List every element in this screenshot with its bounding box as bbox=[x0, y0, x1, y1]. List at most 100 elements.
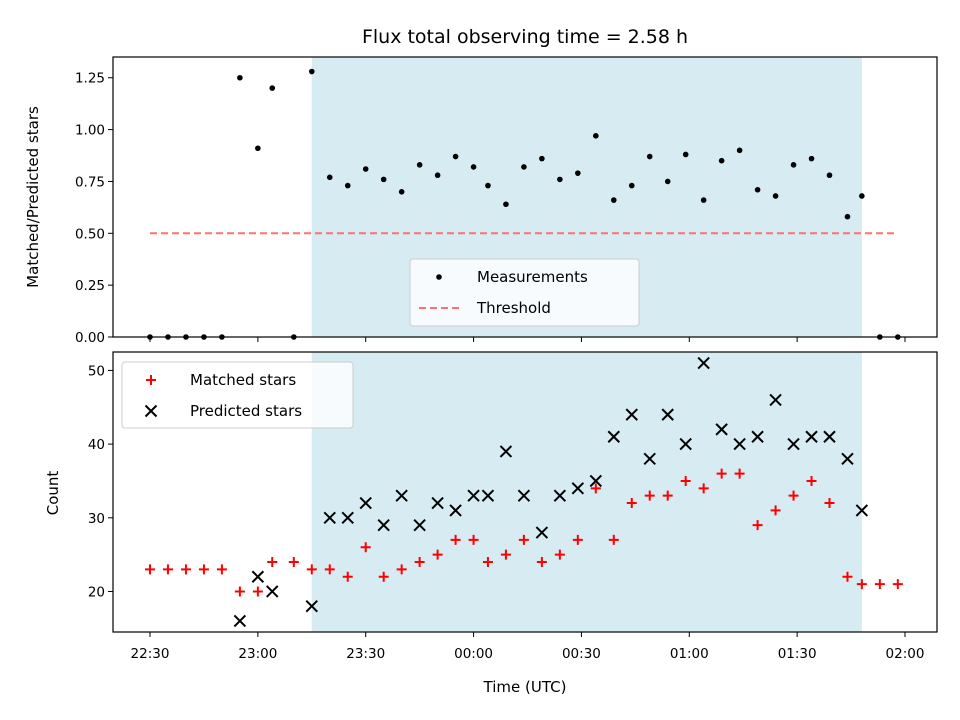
matched-stars-point bbox=[288, 557, 299, 567]
matched-stars-point bbox=[788, 490, 799, 501]
measurement-point bbox=[485, 182, 491, 189]
predicted-stars-point bbox=[233, 614, 247, 628]
predicted-stars-point bbox=[499, 445, 513, 458]
predicted-stars-point bbox=[607, 430, 620, 443]
matched-stars-point bbox=[342, 571, 353, 582]
y-tick-label: 0.25 bbox=[75, 278, 105, 294]
matched-stars-point bbox=[360, 542, 371, 553]
matched-stars-point bbox=[770, 505, 781, 516]
matched-stars-point bbox=[324, 564, 335, 575]
plot-frame bbox=[112, 351, 938, 633]
matched-stars-point bbox=[518, 534, 529, 545]
predicted-stars-point bbox=[751, 430, 764, 443]
predicted-stars-point bbox=[805, 430, 818, 443]
matched-stars-point bbox=[267, 557, 278, 567]
measurement-point bbox=[664, 178, 671, 185]
legend-matched-marker bbox=[146, 375, 156, 385]
predicted-stars-point bbox=[323, 511, 336, 524]
top-y-axis-label: Matched/Predicted stars bbox=[24, 106, 42, 288]
measurement-point bbox=[593, 133, 599, 139]
matched-stars-point bbox=[306, 564, 317, 575]
predicted-stars-point bbox=[787, 437, 800, 451]
predicted-stars-point bbox=[377, 518, 390, 532]
y-tick-label: 1.25 bbox=[75, 71, 105, 87]
measurement-point bbox=[326, 174, 333, 181]
matched-stars-point bbox=[162, 564, 173, 575]
predicted-stars-point bbox=[359, 496, 372, 510]
matched-stars-point bbox=[432, 549, 443, 560]
predicted-stars-point bbox=[517, 489, 531, 502]
matched-stars-point bbox=[536, 557, 547, 567]
chart-title: Flux total observing time = 2.58 h bbox=[362, 26, 688, 48]
top-legend: Measurements Threshold bbox=[409, 258, 640, 327]
measurement-point bbox=[682, 151, 689, 158]
matched-stars-point bbox=[590, 483, 601, 494]
y-tick-label: 1.00 bbox=[75, 123, 105, 139]
measurement-point bbox=[521, 164, 527, 170]
matched-stars-point bbox=[626, 498, 637, 509]
x-tick-label: 02:00 bbox=[886, 646, 925, 662]
predicted-stars-point bbox=[449, 504, 462, 517]
x-tick-label: 00:00 bbox=[454, 646, 493, 662]
measurement-point bbox=[503, 201, 509, 208]
measurement-point bbox=[610, 197, 617, 203]
legend-label: Predicted stars bbox=[190, 402, 302, 420]
bottom-panel: 20 30 40 50 22:30 23:00 23:30 00:00 00:30 01:00 01… bbox=[88, 351, 938, 662]
measurement-point bbox=[237, 74, 243, 81]
matched-stars-point bbox=[216, 564, 227, 575]
matched-stars-point bbox=[698, 483, 709, 494]
matched-stars-point bbox=[892, 579, 903, 590]
predicted-stars-point bbox=[481, 489, 495, 502]
predicted-stars-point bbox=[571, 482, 585, 495]
matched-stars-point bbox=[842, 571, 853, 582]
x-tick-label: 01:00 bbox=[670, 646, 709, 662]
matched-stars-point bbox=[856, 579, 867, 590]
matched-stars-point bbox=[734, 468, 745, 479]
x-tick-label: 23:00 bbox=[238, 646, 277, 662]
matched-stars-point bbox=[180, 564, 191, 575]
predicted-stars-point bbox=[823, 430, 836, 443]
legend-label: Threshold bbox=[476, 299, 551, 317]
x-tick-label: 22:30 bbox=[131, 646, 170, 662]
matched-stars-point bbox=[234, 586, 245, 597]
measurement-point bbox=[269, 85, 276, 91]
measurement-point bbox=[308, 68, 315, 75]
predicted-stars-point bbox=[769, 393, 782, 407]
predicted-stars-point bbox=[661, 408, 674, 421]
predicted-stars-point bbox=[305, 600, 318, 613]
measurement-point bbox=[646, 153, 653, 160]
legend-measurement-marker bbox=[436, 274, 442, 280]
bottom-y-axis-label: Count bbox=[44, 471, 62, 516]
matched-stars-point bbox=[644, 490, 655, 501]
matched-stars-point bbox=[554, 549, 565, 560]
y-tick-label: 50 bbox=[88, 363, 105, 379]
x-tick-label: 00:30 bbox=[562, 646, 601, 662]
measurement-point bbox=[255, 145, 261, 152]
matched-stars-point bbox=[378, 571, 389, 582]
legend-predicted-marker bbox=[144, 404, 158, 418]
measurement-point bbox=[362, 166, 369, 172]
measurement-point bbox=[539, 155, 545, 162]
matched-stars-point bbox=[252, 586, 263, 597]
y-tick-label: 0.50 bbox=[75, 226, 105, 242]
matched-stars-point bbox=[468, 534, 479, 545]
measurement-point bbox=[416, 162, 423, 168]
matched-stars-point bbox=[824, 498, 835, 509]
measurement-point bbox=[700, 197, 707, 203]
legend-box bbox=[121, 361, 354, 429]
predicted-stars-point bbox=[841, 452, 854, 466]
matched-stars-point bbox=[572, 534, 583, 545]
measurement-point bbox=[575, 170, 581, 176]
top-panel: 0.00 0.25 0.50 0.75 1.00 1.25 Measurements Thre… bbox=[75, 56, 938, 346]
measurement-point bbox=[754, 186, 761, 193]
predicted-stars-point bbox=[413, 518, 426, 532]
legend-label: Measurements bbox=[477, 268, 588, 286]
predicted-stars-point bbox=[467, 489, 480, 502]
y-tick-label: 20 bbox=[88, 584, 105, 600]
measurement-point bbox=[344, 182, 351, 189]
measurement-point bbox=[557, 176, 563, 183]
measurement-point bbox=[790, 162, 797, 168]
predicted-stars-point bbox=[553, 489, 567, 502]
matched-stars-point bbox=[414, 557, 425, 567]
predicted-stars-point bbox=[715, 423, 728, 436]
